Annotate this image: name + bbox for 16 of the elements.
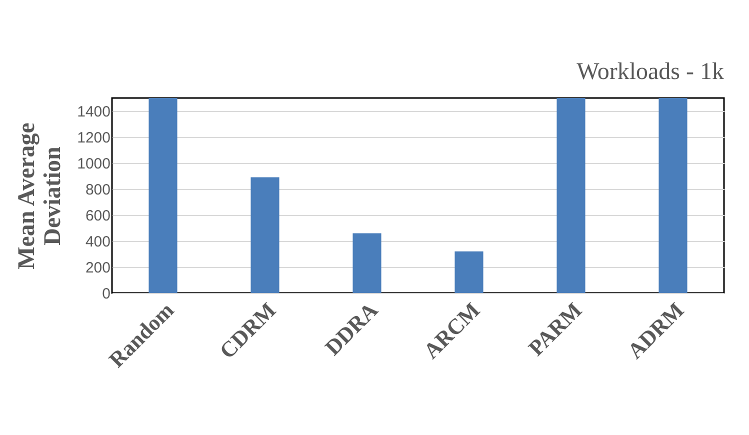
y-tick-label: 1400 bbox=[77, 104, 110, 120]
bar bbox=[658, 98, 688, 293]
y-tick-label: 400 bbox=[85, 234, 110, 250]
bar bbox=[250, 177, 280, 293]
bar bbox=[556, 98, 586, 293]
y-axis-title: Mean Average Deviation bbox=[14, 122, 66, 270]
chart-title: Workloads - 1k bbox=[576, 59, 724, 85]
y-tick-label: 1000 bbox=[77, 156, 110, 172]
y-tick-label: 800 bbox=[85, 182, 110, 198]
y-tick-label: 600 bbox=[85, 208, 110, 224]
bar bbox=[454, 251, 484, 293]
y-tick-label: 1200 bbox=[77, 130, 110, 146]
bar bbox=[352, 233, 382, 293]
y-tick-label: 0 bbox=[102, 286, 110, 302]
y-tick-label: 200 bbox=[85, 260, 110, 276]
bar bbox=[148, 98, 178, 293]
